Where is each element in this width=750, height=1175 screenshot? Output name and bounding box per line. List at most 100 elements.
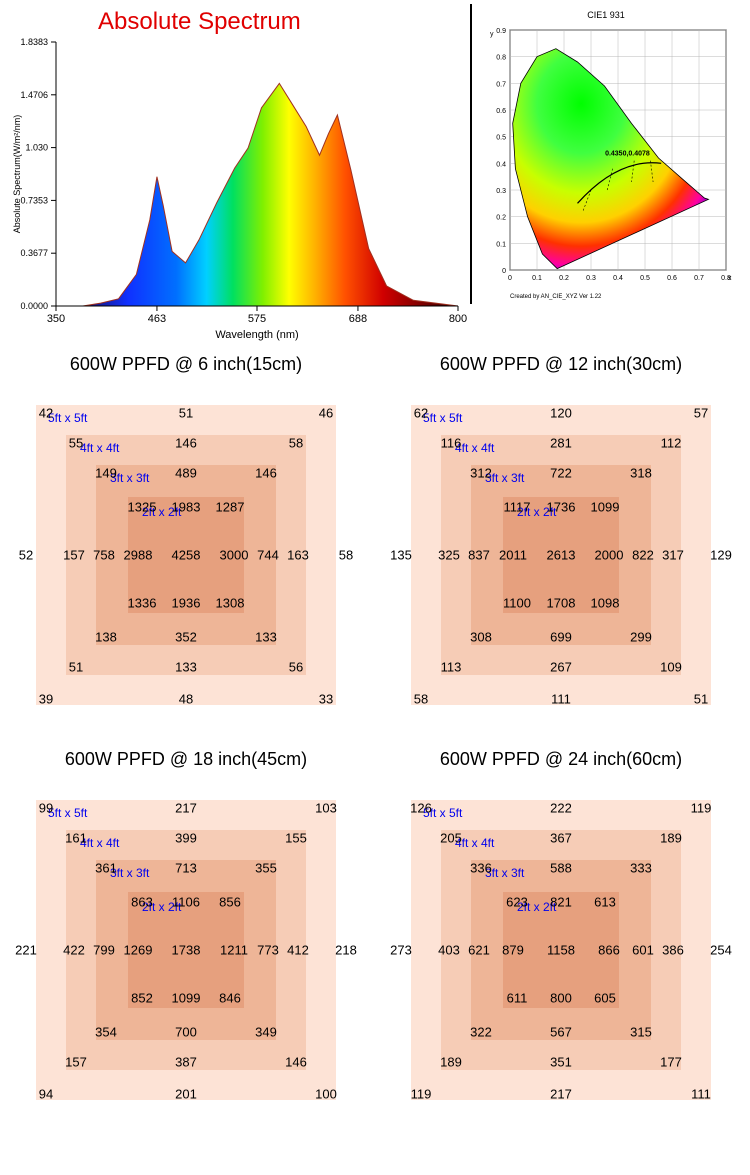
ppfd-grid: 600W PPFD @ 6 inch(15cm)5ft x 5ft4ft x 4… [0,344,750,1140]
r2-top-l: 863 [131,895,153,910]
mid-1: 403 [438,943,460,958]
svg-text:0.8: 0.8 [496,55,506,62]
r4-bot-l: 189 [440,1055,462,1070]
r4-bot-r: 109 [660,660,682,675]
spectrum-plot: 3504635756888000.00000.36770.73531.0301.… [8,4,468,344]
ppfd-heatmap: 5ft x 5ft4ft x 4ft3ft x 3ft2ft x 2ft1262… [391,780,731,1120]
r5-top-c: 222 [550,801,572,816]
r5-top-c: 51 [179,406,193,421]
r3-bot-r: 133 [255,630,277,645]
r4-top-l: 161 [65,831,87,846]
svg-text:0.2: 0.2 [559,275,569,282]
mid-4: 2613 [547,548,576,563]
svg-text:0.3: 0.3 [586,275,596,282]
r4-top-r: 112 [661,436,682,451]
r3-top-c: 588 [550,861,572,876]
r4-top-l: 55 [69,436,83,451]
r4-bot-r: 56 [289,660,303,675]
r5-top-r: 103 [315,801,337,816]
r3-bot-l: 322 [470,1025,492,1040]
mid-8: 254 [710,943,732,958]
r3-bot-c: 567 [550,1025,572,1040]
r3-top-r: 146 [255,466,277,481]
r2-bot-c: 1708 [547,596,576,611]
mid-4: 1738 [172,943,201,958]
zone-label-5ft: 5ft x 5ft [48,806,87,820]
r5-bot-r: 33 [319,692,333,707]
svg-text:0.2: 0.2 [496,215,506,222]
r2-bot-r: 1308 [216,596,245,611]
svg-text:0.6: 0.6 [496,108,506,115]
ppfd-heatmap: 5ft x 5ft4ft x 4ft3ft x 3ft2ft x 2ft4251… [16,385,356,725]
ppfd-title: 600W PPFD @ 24 inch(60cm) [381,749,741,770]
r4-bot-l: 51 [69,660,83,675]
r4-bot-c: 351 [550,1055,572,1070]
svg-text:0.7353: 0.7353 [20,195,48,205]
r3-bot-r: 315 [630,1025,652,1040]
svg-text:0.4: 0.4 [496,161,506,168]
r3-top-l: 336 [470,861,492,876]
svg-text:Created by AN_CIE_XYZ Ver 1.22: Created by AN_CIE_XYZ Ver 1.22 [510,294,602,300]
r3-bot-l: 354 [95,1025,117,1040]
svg-text:0.7: 0.7 [694,275,704,282]
mid-3: 1269 [124,943,153,958]
mid-0: 52 [19,548,33,563]
svg-text:0.9: 0.9 [496,28,506,35]
r4-top-c: 146 [175,436,197,451]
r2-bot-l: 1336 [128,596,157,611]
mid-8: 58 [339,548,353,563]
r4-bot-l: 113 [441,660,462,675]
r5-top-l: 62 [414,406,428,421]
svg-text:0.5: 0.5 [496,135,506,142]
r2-top-l: 1325 [128,500,157,515]
r2-top-l: 623 [506,895,528,910]
r5-bot-l: 94 [39,1087,53,1102]
r4-top-c: 281 [550,436,572,451]
mid-0: 221 [15,943,37,958]
ppfd-title: 600W PPFD @ 12 inch(30cm) [381,354,741,375]
mid-8: 129 [710,548,732,563]
svg-text:0: 0 [508,275,512,282]
ppfd-panel: 600W PPFD @ 24 inch(60cm) 5ft x 5ft4ft x … [381,749,741,1120]
r5-bot-c: 217 [550,1087,572,1102]
mid-6: 744 [257,548,279,563]
svg-text:0.1: 0.1 [532,275,542,282]
mid-1: 325 [438,548,460,563]
r3-bot-l: 308 [470,630,492,645]
r2-top-c: 1736 [547,500,576,515]
cie-chromaticity-chart: 00.10.20.30.40.50.60.70.800.10.20.30.40.… [476,4,736,304]
mid-1: 157 [63,548,85,563]
r3-bot-c: 699 [550,630,572,645]
mid-5: 3000 [220,548,249,563]
r2-top-r: 856 [219,895,241,910]
vertical-divider [470,4,472,304]
ppfd-heatmap: 5ft x 5ft4ft x 4ft3ft x 3ft2ft x 2ft6212… [391,385,731,725]
svg-text:0.0000: 0.0000 [20,301,48,311]
r3-bot-l: 138 [95,630,117,645]
svg-text:1.030: 1.030 [25,143,48,153]
r4-bot-c: 133 [175,660,197,675]
svg-text:688: 688 [349,313,367,325]
zone-label-5ft: 5ft x 5ft [423,411,462,425]
r2-bot-c: 1099 [172,991,201,1006]
mid-7: 163 [287,548,309,563]
r5-bot-c: 111 [551,692,571,707]
mid-2: 758 [93,548,115,563]
svg-text:463: 463 [148,313,166,325]
r2-bot-r: 846 [219,991,241,1006]
mid-6: 773 [257,943,279,958]
r5-top-c: 217 [175,801,197,816]
cie-plot: 00.10.20.30.40.50.60.70.800.10.20.30.40.… [476,4,736,304]
r2-top-c: 821 [550,895,572,910]
svg-text:800: 800 [449,313,467,325]
r2-bot-l: 1100 [503,596,531,611]
r5-top-r: 46 [319,406,333,421]
r4-bot-l: 157 [65,1055,87,1070]
mid-0: 135 [390,548,412,563]
ppfd-heatmap: 5ft x 5ft4ft x 4ft3ft x 3ft2ft x 2ft9921… [16,780,356,1120]
svg-text:Absolute Spectrum(W/m²/nm): Absolute Spectrum(W/m²/nm) [12,115,22,234]
top-charts-row: Absolute Spectrum 3504635756888000.00000… [0,0,750,344]
zone-label-4ft: 4ft x 4ft [80,441,119,455]
mid-4: 4258 [172,548,201,563]
r3-bot-r: 349 [255,1025,277,1040]
